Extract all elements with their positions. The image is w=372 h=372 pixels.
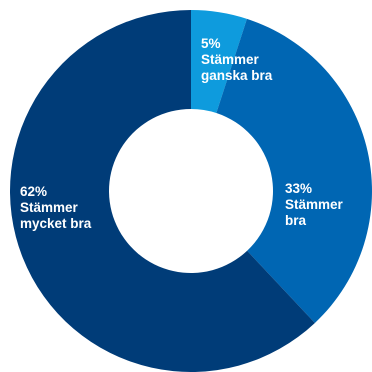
chart-labels: 5% Stämmer ganska bra 33% Stämmer bra 62… [20, 36, 347, 231]
slice-label-2: 33% Stämmer bra [285, 181, 347, 228]
donut-slice-1 [191, 10, 247, 114]
donut-slice-2 [216, 18, 372, 323]
chart-slices [10, 10, 372, 372]
donut-slice-3 [10, 10, 315, 372]
slice-label-1: 5% Stämmer ganska bra [201, 36, 273, 83]
slice-label-3: 62% Stämmer mycket bra [20, 184, 92, 231]
